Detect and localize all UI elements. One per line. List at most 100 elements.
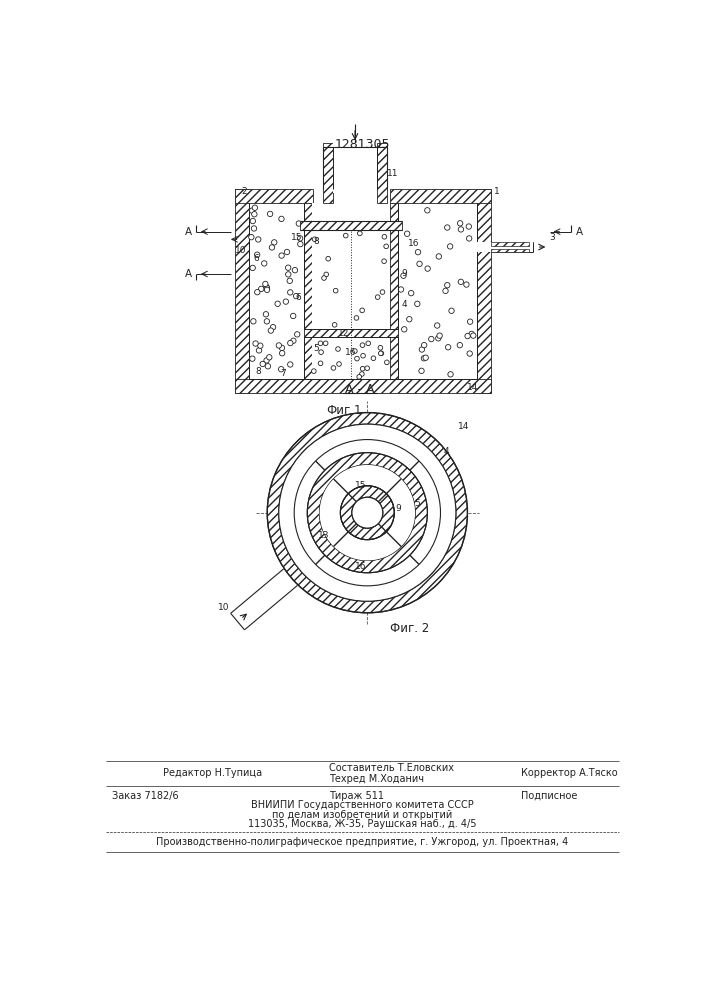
- Circle shape: [255, 252, 260, 257]
- Circle shape: [414, 301, 420, 307]
- Circle shape: [449, 308, 454, 313]
- Circle shape: [419, 368, 424, 374]
- Circle shape: [448, 244, 452, 249]
- Text: Корректор А.Тяско: Корректор А.Тяско: [521, 768, 618, 778]
- Bar: [312, 203, 390, 379]
- Circle shape: [445, 225, 450, 230]
- Circle shape: [259, 286, 264, 292]
- Text: Фиг.1: Фиг.1: [327, 404, 362, 417]
- Circle shape: [288, 362, 293, 367]
- Circle shape: [448, 372, 453, 377]
- Circle shape: [320, 465, 415, 560]
- Circle shape: [467, 319, 473, 324]
- Circle shape: [252, 205, 257, 210]
- Circle shape: [457, 342, 462, 348]
- Circle shape: [264, 287, 270, 293]
- Circle shape: [466, 224, 472, 229]
- Circle shape: [361, 366, 365, 371]
- Circle shape: [354, 316, 358, 320]
- Text: 5: 5: [313, 344, 319, 353]
- Circle shape: [425, 266, 431, 271]
- Circle shape: [271, 240, 277, 245]
- Circle shape: [264, 319, 269, 324]
- Circle shape: [352, 497, 382, 528]
- Bar: [235, 189, 313, 203]
- Circle shape: [361, 353, 366, 358]
- Circle shape: [268, 328, 274, 333]
- Circle shape: [263, 281, 268, 287]
- Circle shape: [467, 351, 472, 356]
- Circle shape: [357, 375, 361, 379]
- Bar: [491, 249, 529, 252]
- Circle shape: [337, 362, 341, 366]
- Text: ВНИИПИ Государственного комитета СССР: ВНИИПИ Государственного комитета СССР: [250, 800, 473, 810]
- Text: 7: 7: [281, 369, 286, 378]
- Circle shape: [262, 261, 267, 266]
- Circle shape: [417, 261, 422, 267]
- Circle shape: [371, 356, 375, 361]
- Circle shape: [252, 212, 257, 217]
- Circle shape: [288, 290, 293, 295]
- Circle shape: [255, 289, 260, 295]
- Circle shape: [428, 336, 434, 342]
- Bar: [304, 203, 312, 379]
- Circle shape: [286, 265, 291, 270]
- Circle shape: [250, 208, 255, 213]
- Text: по делам изобретений и открытий: по делам изобретений и открытий: [271, 810, 452, 820]
- Text: Техред М.Ходанич: Техред М.Ходанич: [329, 774, 423, 784]
- Text: 2: 2: [241, 187, 247, 196]
- Circle shape: [318, 341, 323, 346]
- Text: 1281305: 1281305: [335, 138, 390, 151]
- Circle shape: [286, 272, 291, 277]
- Text: Подписное: Подписное: [521, 791, 578, 801]
- Text: 16: 16: [408, 239, 419, 248]
- Circle shape: [287, 278, 293, 283]
- Circle shape: [255, 237, 261, 242]
- Bar: [235, 189, 249, 393]
- Circle shape: [421, 342, 427, 348]
- Circle shape: [435, 323, 440, 328]
- Circle shape: [312, 369, 316, 373]
- Circle shape: [250, 218, 255, 224]
- Text: Заказ 7182/6: Заказ 7182/6: [112, 791, 178, 801]
- Circle shape: [365, 366, 370, 371]
- Circle shape: [279, 351, 285, 356]
- Text: 6: 6: [254, 254, 259, 263]
- Bar: [300, 221, 402, 230]
- Circle shape: [249, 234, 254, 240]
- Circle shape: [318, 361, 323, 366]
- Circle shape: [471, 333, 476, 338]
- Circle shape: [378, 351, 383, 356]
- Circle shape: [250, 265, 255, 271]
- Bar: [235, 379, 491, 393]
- Text: 13: 13: [317, 531, 329, 540]
- Circle shape: [294, 440, 440, 586]
- Text: 15: 15: [291, 233, 303, 242]
- Bar: [477, 242, 533, 252]
- Circle shape: [336, 347, 340, 351]
- Circle shape: [419, 347, 425, 352]
- Circle shape: [270, 324, 276, 330]
- Circle shape: [384, 244, 388, 249]
- Text: 5: 5: [414, 499, 420, 508]
- Circle shape: [279, 253, 284, 258]
- Text: 11: 11: [387, 169, 399, 178]
- Circle shape: [380, 290, 385, 294]
- Circle shape: [322, 276, 327, 280]
- Circle shape: [331, 366, 336, 370]
- Circle shape: [279, 216, 284, 222]
- Text: 9: 9: [395, 504, 401, 513]
- Circle shape: [464, 282, 469, 287]
- Text: 4: 4: [402, 300, 407, 309]
- Circle shape: [295, 332, 300, 337]
- Text: 16: 16: [346, 348, 357, 357]
- Text: 4: 4: [444, 447, 450, 456]
- Circle shape: [294, 440, 440, 586]
- Circle shape: [445, 282, 450, 288]
- Text: А - А: А - А: [345, 383, 375, 396]
- Circle shape: [423, 355, 428, 360]
- Circle shape: [291, 313, 296, 319]
- Text: 16: 16: [356, 562, 367, 571]
- Text: 3: 3: [549, 233, 555, 242]
- Circle shape: [402, 327, 407, 332]
